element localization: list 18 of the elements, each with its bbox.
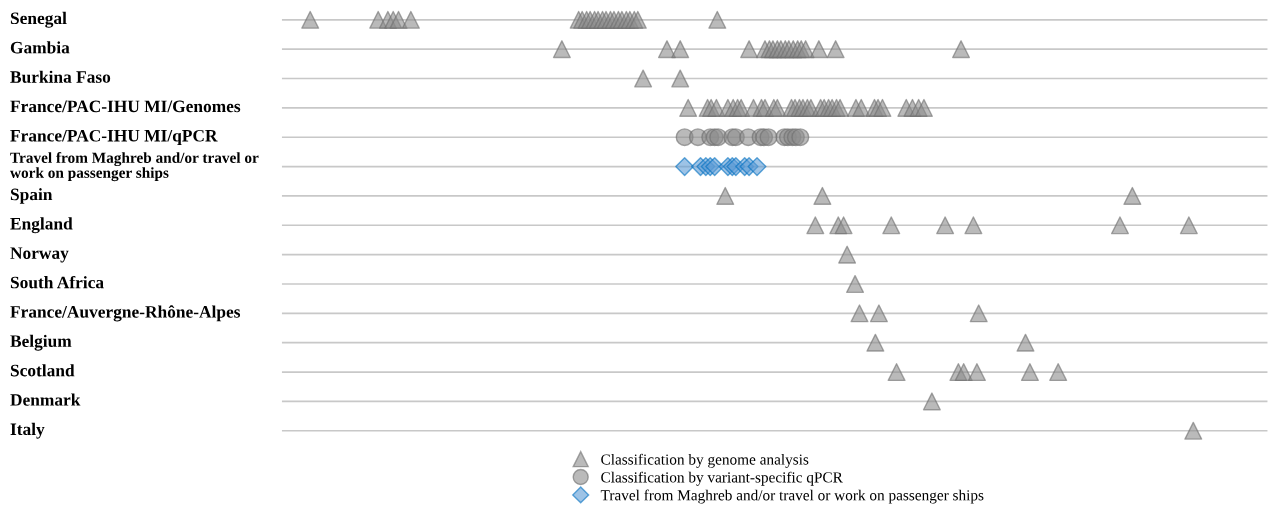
legend-label: Classification by genome analysis: [601, 453, 809, 468]
legend-label: Classification by variant-specific qPCR: [601, 471, 843, 486]
y-tick-label: Senegal: [10, 11, 67, 28]
y-tick-label: Burkina Faso: [10, 70, 111, 83]
y-tick-label: France/PAC-IHU MI/qPCR: [10, 129, 218, 146]
y-tick-label: Spain: [10, 188, 53, 204]
y-tick-label: South Africa: [10, 275, 104, 289]
legend-label: Travel from Maghreb and/or travel or work on passenger ships: [600, 489, 984, 504]
y-tick-label: Norway: [10, 247, 69, 263]
y-tick-label: Belgium: [10, 334, 72, 351]
y-tick-label: Italy: [10, 422, 45, 439]
y-tick-label: Denmark: [10, 393, 81, 406]
y-tick-label: Scotland: [10, 364, 75, 377]
y-tick-label: France/PAC-IHU MI/Genomes: [10, 100, 241, 113]
y-tick-label: England: [10, 217, 73, 234]
y-tick-label: Travel from Maghreb and/or travel or work on passenger ships: [10, 151, 259, 182]
y-tick-label: France/Auvergne-Rhône-Alpes: [10, 305, 241, 322]
y-tick-label: Gambia: [10, 41, 70, 54]
